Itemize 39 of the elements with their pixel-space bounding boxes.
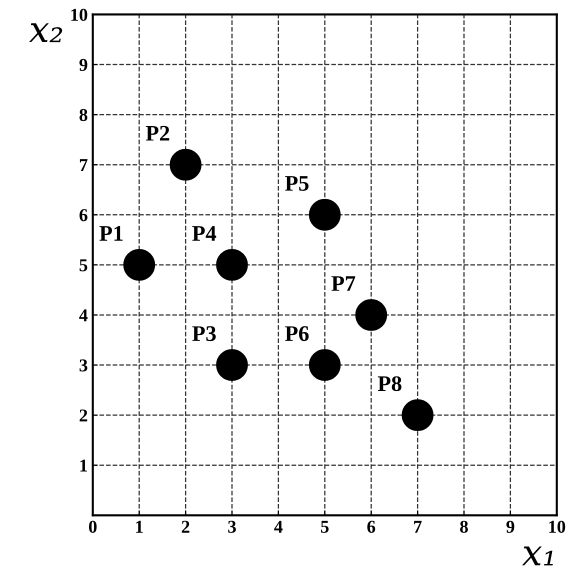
x-tick-label: 8 xyxy=(460,520,468,533)
annotation: P3 xyxy=(192,326,216,342)
annotation: P1 xyxy=(99,226,123,241)
x-tick-label: 4 xyxy=(274,520,283,533)
y-tick-label: 2 xyxy=(80,409,88,422)
annotation: P5 xyxy=(285,176,309,191)
x-tick-label: 10 xyxy=(549,520,566,533)
x-tick-label: 6 xyxy=(367,520,376,533)
x-tick-label: 2 xyxy=(182,520,190,533)
y-tick-label: 7 xyxy=(80,159,88,171)
y-tick-label: 3 xyxy=(80,359,88,372)
y-tick-label: 5 xyxy=(80,259,88,272)
x-tick-label: 1 xyxy=(136,520,143,533)
x-tick-label: 9 xyxy=(506,520,514,533)
annotation: P4 xyxy=(192,226,216,241)
annotation: P2 xyxy=(146,126,170,141)
x-tick-label: 7 xyxy=(414,520,422,533)
y-tick-label: 10 xyxy=(71,8,88,21)
x-tick-label: 3 xyxy=(228,520,236,533)
point xyxy=(308,198,341,231)
x-axis-title: x₁ xyxy=(522,546,553,566)
annotation: P7 xyxy=(331,276,356,291)
x-tick-label: 5 xyxy=(321,520,329,533)
point xyxy=(216,349,248,381)
y-tick-label: 6 xyxy=(80,209,88,222)
y-tick-label: 8 xyxy=(80,108,88,122)
point xyxy=(216,248,248,281)
annotation: P6 xyxy=(285,326,309,342)
y-tick-label: 4 xyxy=(79,309,88,322)
x-tick-label: 0 xyxy=(88,520,97,533)
point xyxy=(355,299,388,331)
y-tick-label: 9 xyxy=(79,58,88,71)
point xyxy=(123,248,156,281)
point xyxy=(402,399,434,432)
y-tick-label: 1 xyxy=(80,460,88,472)
annotation: P8 xyxy=(378,376,402,392)
point xyxy=(308,349,341,381)
y-axis-title: x₂ xyxy=(29,23,62,42)
point xyxy=(170,148,202,181)
